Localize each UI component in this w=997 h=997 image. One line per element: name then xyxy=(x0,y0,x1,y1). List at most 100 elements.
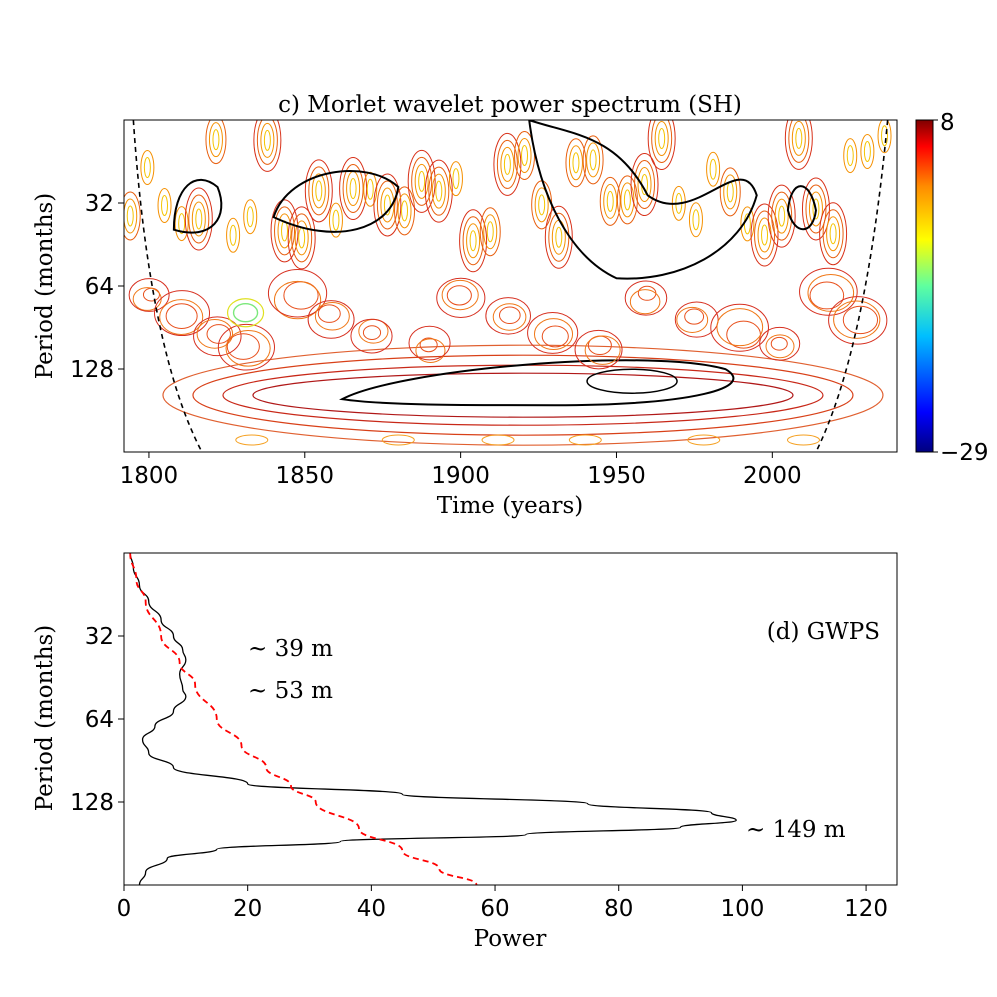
panel-c-y-ticks: 32 64 128 xyxy=(70,191,124,383)
contour-blob xyxy=(788,120,810,163)
x-tick-label: 40 xyxy=(357,896,386,922)
contour-blob xyxy=(757,217,772,253)
contour-blob xyxy=(469,230,477,252)
annotation-53m: ~ 53 m xyxy=(248,678,333,704)
contour-blob xyxy=(533,318,574,351)
peak-contour xyxy=(232,303,259,323)
contour-blob xyxy=(740,206,755,242)
contour-blob xyxy=(191,201,206,237)
contour-blob xyxy=(142,287,160,302)
contour-blob xyxy=(401,200,409,222)
x-tick-label: 1900 xyxy=(431,463,490,489)
contour-blob xyxy=(159,299,204,335)
contour-blob xyxy=(492,303,527,331)
contour-blob xyxy=(493,132,522,196)
panel-c-ylabel: Period (months) xyxy=(32,193,58,380)
contour-blob xyxy=(637,167,652,203)
contour-blob xyxy=(574,329,623,370)
x-tick-label: 2000 xyxy=(743,463,802,489)
contour-blob xyxy=(414,163,429,199)
contour-blob xyxy=(235,434,269,446)
contour-blob xyxy=(366,178,374,200)
y-tick-label: 32 xyxy=(85,191,114,217)
contour-blob xyxy=(376,180,398,230)
contour-blob xyxy=(267,269,328,318)
contour-blob xyxy=(217,323,275,371)
contour-blob xyxy=(126,205,134,227)
contour-blob xyxy=(466,223,481,259)
contour-blob xyxy=(311,173,326,209)
panel-d-x-ticks: 0 20 40 60 80 100 120 xyxy=(117,885,888,922)
contour-blob xyxy=(314,301,350,331)
contour-blob xyxy=(226,217,241,253)
contour-blob xyxy=(795,127,803,149)
contour-blob xyxy=(706,151,721,187)
significance-contour xyxy=(272,170,400,233)
contour-blob xyxy=(651,120,673,164)
panel-d-xlabel: Power xyxy=(474,926,547,952)
contour-blob xyxy=(418,170,426,192)
x-tick-label: 120 xyxy=(844,896,888,922)
contour-blob xyxy=(486,221,494,243)
x-tick-label: 100 xyxy=(720,896,764,922)
contour-blob xyxy=(397,193,412,229)
contour-blob xyxy=(750,203,779,267)
contour-blob xyxy=(328,202,343,238)
gwps-line xyxy=(129,553,737,885)
x-tick-label: 1800 xyxy=(120,463,179,489)
contour-blob xyxy=(654,121,669,157)
contour-blob xyxy=(307,300,355,339)
contour-blob xyxy=(822,209,844,259)
contour-blob xyxy=(658,128,666,150)
contour-blob xyxy=(829,223,837,245)
contour-blob xyxy=(143,157,151,179)
peak-contour xyxy=(226,298,265,328)
contour-blob xyxy=(273,280,322,320)
contour-blob xyxy=(157,187,172,223)
contour-blob xyxy=(263,129,271,151)
contour-blob xyxy=(253,120,282,172)
contour-blob xyxy=(208,122,223,158)
annotation-39m: ~ 39 m xyxy=(248,636,333,662)
contour-blob xyxy=(350,318,393,354)
contour-blob xyxy=(603,183,618,219)
contour-blob xyxy=(294,220,309,256)
contour-blob xyxy=(568,434,602,446)
y-tick-label: 128 xyxy=(70,790,114,816)
contour-blob xyxy=(128,278,170,312)
contour-blob xyxy=(716,308,764,347)
contour-blob xyxy=(196,318,234,349)
contour-blob xyxy=(637,285,657,301)
contour-blob xyxy=(565,138,587,188)
panel-c-xlabel: Time (years) xyxy=(437,493,584,519)
contour-blob xyxy=(225,329,271,367)
contour-blob xyxy=(205,120,227,165)
panel-c-x-ticks: 1800 1850 1900 1950 2000 xyxy=(120,452,802,489)
contour-blob xyxy=(349,178,357,200)
contour-blob xyxy=(362,325,382,341)
contour-blob xyxy=(599,176,621,226)
contour-blob xyxy=(274,206,296,256)
contour-blob xyxy=(500,146,515,182)
contour-blob xyxy=(188,194,210,244)
contour-blob xyxy=(281,220,289,242)
contour-blob xyxy=(710,303,769,352)
contour-blob xyxy=(270,199,299,263)
contour-blob xyxy=(277,213,292,249)
contour-blob xyxy=(407,149,436,213)
contour-blob xyxy=(428,166,450,216)
contour-blob xyxy=(287,206,316,270)
contour-blob xyxy=(623,189,631,211)
y-tick-label: 64 xyxy=(85,274,114,300)
contour-blob xyxy=(761,224,769,246)
contour-blob xyxy=(544,205,573,269)
contour-blob xyxy=(616,175,638,225)
contour-blob xyxy=(842,305,879,335)
contour-blob xyxy=(195,208,203,230)
contour-blob xyxy=(692,209,700,231)
contour-blob xyxy=(809,281,845,310)
contour-blob xyxy=(863,140,871,162)
contour-blob xyxy=(541,325,569,348)
contour-blob xyxy=(846,145,854,167)
